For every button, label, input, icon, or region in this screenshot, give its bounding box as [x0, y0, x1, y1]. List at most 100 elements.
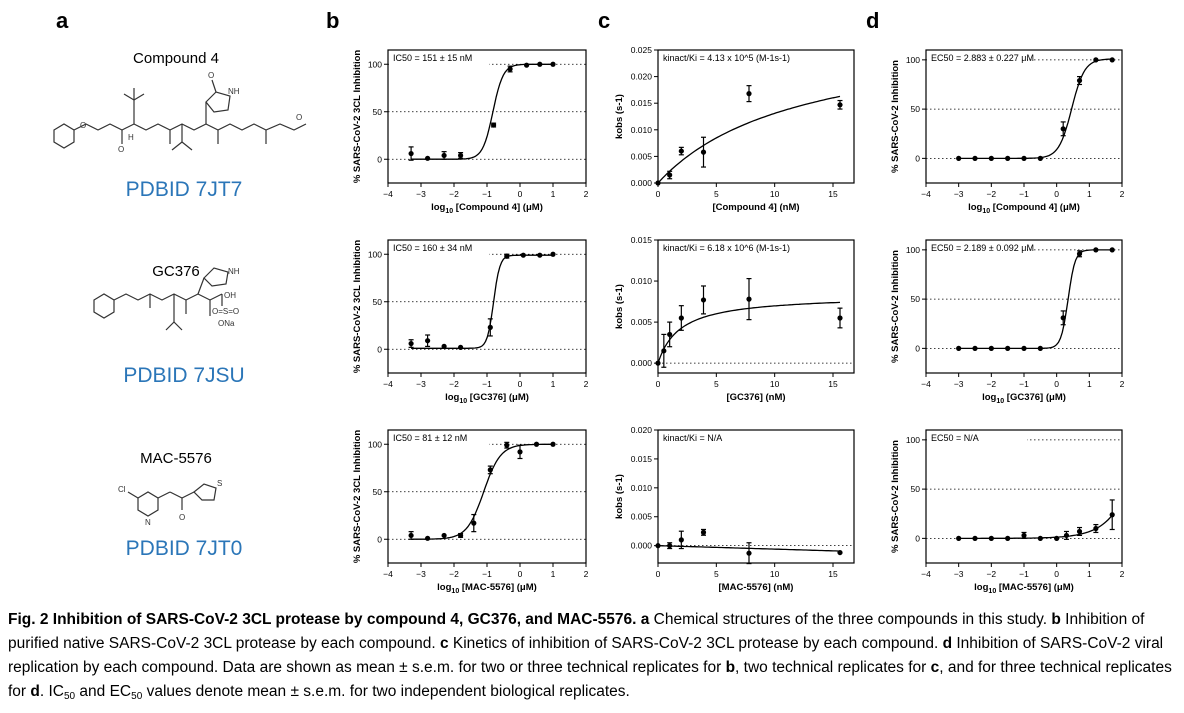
data-point: [471, 520, 477, 526]
plot-frame: [925, 429, 1123, 564]
pdb-id: PDBID 7JT0: [125, 537, 243, 560]
caption-text-d5: and EC: [75, 683, 132, 700]
data-point: [1093, 57, 1099, 63]
plot-frame: [387, 429, 587, 564]
y-axis-label: % SARS-CoV-2 3CL Inhibition: [352, 240, 363, 374]
y-tick-label: 0.005: [631, 151, 653, 161]
y-tick-label: 0: [377, 534, 382, 544]
atom-label: H: [128, 133, 134, 142]
data-point: [972, 345, 978, 351]
x-tick-label: −3: [416, 189, 426, 199]
atom-label: O: [208, 71, 214, 80]
fit-curve: [958, 249, 1113, 350]
data-point: [746, 296, 752, 302]
chart-c-0: 0.000 0.005 0.010 0.015 0.020 0.025 0 5 10 15 [Com…: [614, 45, 855, 213]
x-tick-label: −1: [482, 379, 492, 389]
x-tick-label: 2: [1120, 189, 1125, 199]
x-tick-label: −4: [383, 569, 393, 579]
x-tick-label: −3: [954, 379, 964, 389]
caption-label-b: b: [1051, 611, 1061, 628]
x-tick-label: 5: [714, 569, 719, 579]
y-axis-label: kobs (s-1): [614, 474, 625, 519]
atom-label: S: [217, 479, 222, 488]
fit-curve: [657, 95, 841, 184]
data-point: [550, 441, 556, 447]
y-axis-label: % SARS-CoV-2 Inhibition: [890, 440, 901, 553]
y-tick-label: 0.000: [631, 358, 653, 368]
y-tick-label: 0.015: [631, 235, 653, 245]
caption-text-d4: . IC: [39, 683, 64, 700]
x-tick-label: 1: [551, 379, 556, 389]
x-tick-label: 1: [1087, 569, 1092, 579]
x-tick-label: −2: [986, 569, 996, 579]
plot-frame: [387, 239, 587, 374]
x-tick-label: −1: [482, 569, 492, 579]
data-point: [1076, 77, 1083, 84]
annotation-text: IC50 = 160 ± 34 nM: [393, 243, 472, 253]
data-point: [1037, 155, 1043, 161]
annotation-bg: [927, 241, 1027, 255]
annotation-bg: [659, 431, 759, 445]
x-tick-label: 0: [518, 379, 523, 389]
y-tick-label: 50: [911, 294, 921, 304]
y-tick-label: 0.010: [631, 483, 653, 493]
x-tick-label: 0: [518, 189, 523, 199]
chart-d-2: 0 50 100 −4 −3 −2 −1 0 1 2 log10 [MAC-5576] (μM) % …: [890, 429, 1125, 595]
y-tick-label: 0: [915, 343, 920, 353]
data-point: [408, 532, 414, 539]
data-point: [458, 152, 464, 159]
x-tick-label: 2: [584, 379, 589, 389]
y-tick-label: 100: [368, 249, 382, 259]
data-point: [667, 543, 673, 549]
data-point: [837, 315, 843, 321]
data-point: [504, 253, 510, 259]
fit-curve: [958, 58, 1113, 160]
data-point: [655, 360, 661, 366]
data-point: [956, 345, 962, 351]
x-tick-label: −2: [986, 379, 996, 389]
x-tick-label: 1: [551, 189, 556, 199]
data-point: [746, 550, 752, 556]
y-axis-label: % SARS-CoV-2 Inhibition: [890, 250, 901, 363]
data-point: [537, 252, 543, 258]
atom-label: O=S=O: [212, 307, 239, 316]
data-point: [1076, 251, 1083, 257]
x-axis-label: [MAC-5576] (nM): [719, 582, 794, 593]
data-point: [655, 543, 661, 549]
x-tick-label: −1: [1019, 379, 1029, 389]
data-point: [1093, 247, 1099, 253]
annotation-bg: [659, 241, 759, 255]
data-point: [988, 535, 994, 541]
x-tick-label: 15: [828, 379, 838, 389]
x-tick-label: 10: [770, 189, 780, 199]
data-point: [1054, 535, 1060, 541]
data-point: [517, 449, 523, 455]
fit-curve: [411, 63, 553, 160]
x-axis-label: [Compound 4] (nM): [712, 202, 799, 213]
atom-label: ONa: [218, 319, 235, 328]
data-point: [1060, 126, 1066, 132]
data-point: [491, 122, 497, 128]
caption-ref-d: d: [30, 683, 40, 700]
figure-caption: Fig. 2 Inhibition of SARS-CoV-2 3CL prot…: [8, 608, 1178, 709]
x-tick-label: −1: [482, 189, 492, 199]
mac-5576-structure: Cl N O S: [118, 479, 222, 527]
data-point: [524, 62, 530, 68]
caption-title: Fig. 2 Inhibition of SARS-CoV-2 3CL prot…: [8, 611, 637, 628]
caption-ec-sub: 50: [131, 691, 143, 702]
x-tick-label: 2: [584, 189, 589, 199]
x-axis-label: log10 [GC376] (μM): [982, 392, 1066, 405]
y-tick-label: 0: [915, 153, 920, 163]
data-point: [1021, 345, 1027, 351]
data-point: [746, 91, 752, 97]
plot-frame: [925, 49, 1123, 184]
atom-label: Cl: [118, 485, 126, 494]
atom-label: N: [145, 518, 151, 527]
plot-frame: [925, 239, 1123, 374]
compound-name: Compound 4: [133, 50, 219, 67]
compound-name: MAC-5576: [140, 450, 212, 467]
caption-text-d2: , two technical replicates for: [735, 659, 931, 676]
data-point: [956, 535, 962, 541]
x-tick-label: −3: [416, 569, 426, 579]
